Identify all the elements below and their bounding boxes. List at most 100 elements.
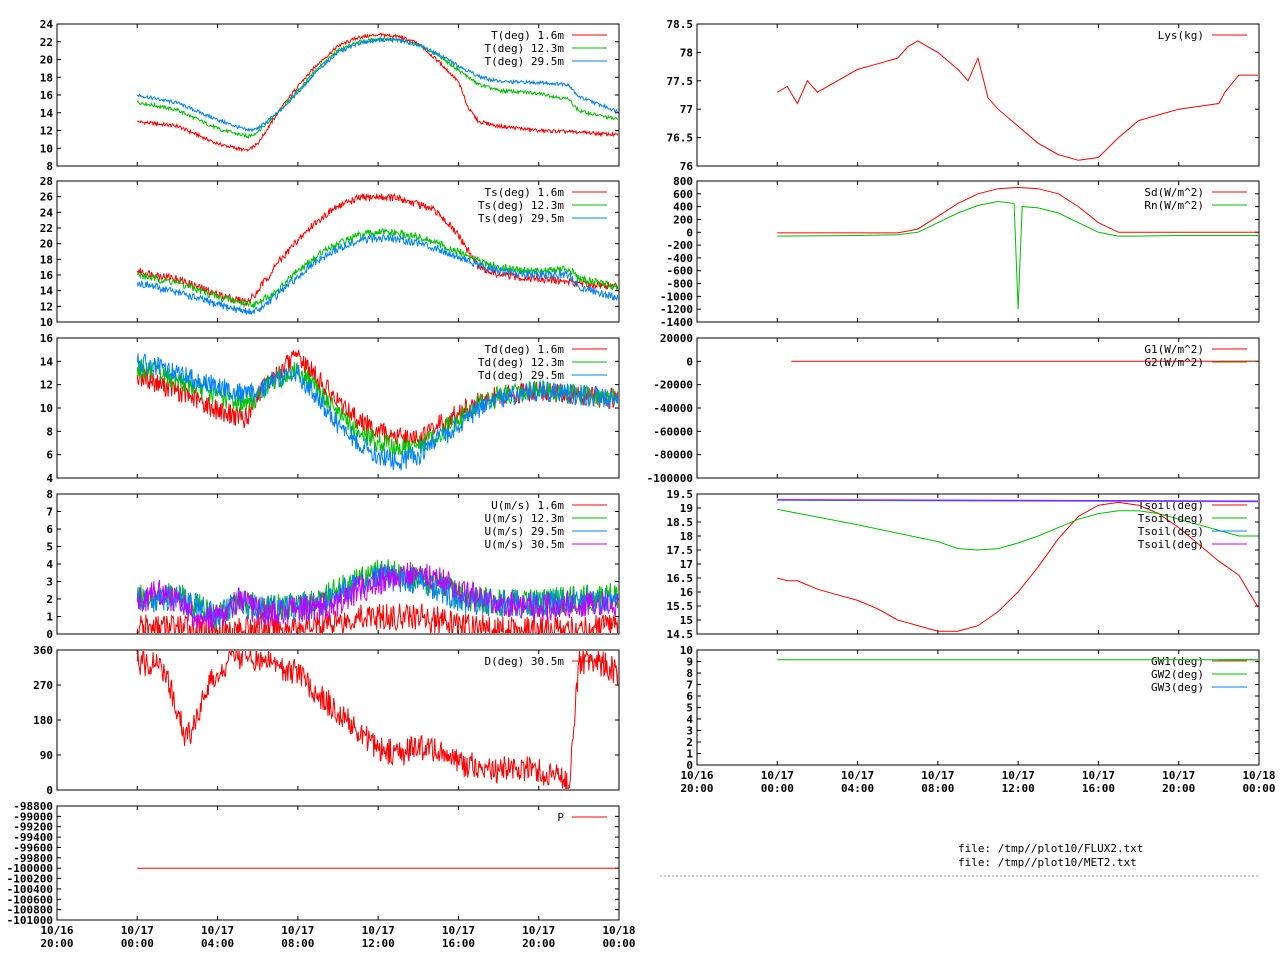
legend-label: Tsoil(deg): [1138, 512, 1204, 525]
y-tick-label: 400: [673, 201, 693, 214]
x-tick-time-label: 12:00: [362, 937, 395, 950]
x-tick-time-label: 20:00: [522, 937, 555, 950]
y-tick-label: 16.5: [667, 572, 694, 585]
x-tick-time-label: 08:00: [281, 937, 314, 950]
x-tick-time-label: 04:00: [201, 937, 234, 950]
y-tick-label: 4: [46, 472, 53, 485]
panel-frame: [56, 649, 620, 791]
series-line-t-0: [136, 32, 618, 153]
series-line-u-0: [136, 603, 618, 633]
file-label-met: file: /tmp//plot10/MET2.txt: [958, 856, 1137, 869]
x-tick-time-label: 00:00: [602, 937, 635, 950]
y-tick-label: 77: [680, 103, 693, 116]
x-tick-date-label: 10/17: [522, 924, 555, 937]
y-tick-label: -100800: [7, 904, 53, 917]
series-line-ts-0: [136, 192, 618, 307]
y-tick-label: 10: [40, 316, 53, 329]
legend-label: U(m/s) 12.3m: [485, 512, 565, 525]
y-tick-label: -1200: [660, 303, 693, 316]
panel-frame: [56, 180, 620, 323]
legend-label: Lys(kg): [1158, 29, 1204, 42]
legend-label: GW3(deg): [1151, 681, 1204, 694]
y-tick-label: -60000: [653, 425, 693, 438]
y-tick-label: -101000: [7, 914, 53, 927]
y-tick-label: 15.5: [667, 600, 694, 613]
y-tick-label: 20000: [660, 332, 693, 345]
y-tick-label: 7: [46, 506, 53, 519]
x-tick-date-label: 10/18: [1242, 769, 1275, 782]
x-tick-time-label: 00:00: [1242, 782, 1275, 795]
y-tick-label: 12: [40, 379, 53, 392]
y-tick-label: 8: [46, 425, 53, 438]
y-tick-label: 0: [686, 226, 693, 239]
y-tick-label: 0: [686, 759, 693, 772]
legend-label: Ts(deg) 12.3m: [478, 199, 564, 212]
x-tick-date-label: 10/17: [121, 924, 154, 937]
y-tick-label: -1000: [660, 290, 693, 303]
y-tick-label: 8: [46, 488, 53, 501]
y-tick-label: 22: [40, 222, 53, 235]
y-tick-label: 6: [46, 523, 53, 536]
y-tick-label: 6: [686, 690, 693, 703]
y-tick-label: 28: [40, 175, 53, 188]
x-tick-date-label: 10/17: [921, 769, 954, 782]
legend-label: Tsoil(deg): [1138, 499, 1204, 512]
legend-label: T(deg) 1.6m: [491, 29, 564, 42]
y-tick-label: 4: [46, 558, 53, 571]
x-tick-time-label: 16:00: [442, 937, 475, 950]
series-line-tsoil-2: [777, 499, 1258, 503]
y-tick-label: 0: [46, 628, 53, 641]
y-tick-label: 2: [686, 736, 693, 749]
series-line-t-2: [137, 36, 618, 133]
y-tick-label: 0: [686, 355, 693, 368]
y-tick-label: 360: [33, 644, 53, 657]
x-tick-time-label: 00:00: [761, 782, 794, 795]
x-tick-time-label: 00:00: [121, 937, 154, 950]
panel-d: 0 90 180 270 360 D(deg) 30.5m: [33, 644, 620, 797]
y-tick-label: 8: [686, 667, 693, 680]
y-tick-label: -100600: [7, 893, 53, 906]
y-tick-label: 16: [40, 89, 54, 102]
y-tick-label: 200: [673, 213, 693, 226]
panel-frame: [56, 805, 620, 921]
y-tick-label: -40000: [653, 402, 693, 415]
y-tick-label: 24: [40, 206, 54, 219]
y-tick-label: -99600: [13, 841, 53, 854]
x-tick-date-label: 10/17: [1082, 769, 1115, 782]
y-tick-label: 8: [46, 160, 53, 173]
series-line-u-3: [136, 561, 618, 630]
y-tick-label: -100200: [7, 873, 53, 886]
x-tick-date-label: 10/17: [761, 769, 794, 782]
series-line-td-2: [136, 353, 618, 471]
y-tick-label: 14: [40, 355, 54, 368]
legend-label: G1(W/m^2): [1144, 343, 1204, 356]
y-tick-label: 5: [46, 541, 53, 554]
y-tick-label: 76.5: [667, 132, 694, 145]
y-tick-label: -400: [667, 252, 694, 265]
y-tick-label: 10: [40, 142, 53, 155]
x-tick-date-label: 10/17: [1002, 769, 1035, 782]
y-tick-label: -100400: [7, 883, 53, 896]
legend-label: Td(deg) 12.3m: [478, 356, 564, 369]
legend-label: Td(deg) 29.5m: [478, 369, 564, 382]
y-tick-label: 78.5: [667, 18, 694, 31]
y-tick-label: 9: [686, 656, 693, 669]
y-tick-label: 0: [46, 784, 53, 797]
y-tick-label: 10: [680, 644, 693, 657]
y-tick-label: 20: [40, 238, 53, 251]
y-tick-label: -98800: [13, 800, 53, 813]
y-tick-label: -99200: [13, 821, 53, 834]
series-line-d-0: [136, 651, 618, 789]
y-tick-label: -99000: [13, 810, 53, 823]
y-tick-label: -80000: [653, 449, 693, 462]
panel-g: -100000 -80000 -60000 -40000 -20000 0 20000 G1(…: [647, 332, 1260, 485]
legend-label: Tsoil(deg): [1138, 525, 1204, 538]
series-line-lys-0: [777, 40, 1258, 161]
legend-label: Sd(W/m^2): [1144, 186, 1204, 199]
y-tick-label: 10: [40, 402, 53, 415]
series-line-ts-1: [136, 228, 618, 309]
y-tick-label: 20: [40, 54, 53, 67]
y-tick-label: -100000: [647, 472, 693, 485]
